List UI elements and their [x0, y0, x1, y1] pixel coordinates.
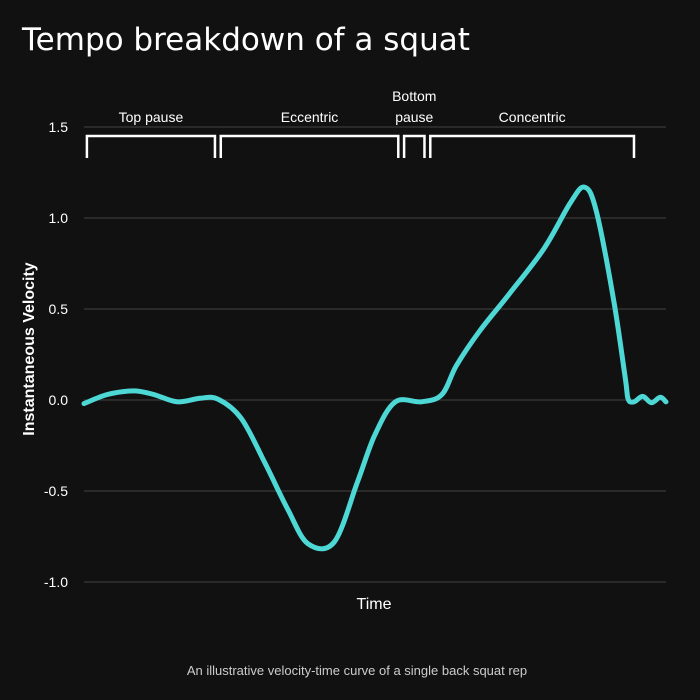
x-axis-label: Time: [357, 596, 392, 613]
y-tick-labels: -1.0 -0.5 0.0 0.5 1.0 1.5: [44, 119, 68, 590]
y-tick-label: -0.5: [44, 483, 68, 499]
phase-bracket: [429, 134, 636, 158]
y-tick-label: 1.0: [49, 210, 69, 226]
chart-title: Tempo breakdown of a squat: [21, 22, 470, 58]
phase-label: pause: [395, 109, 433, 125]
phase-label: Concentric: [499, 109, 566, 125]
phase-brackets: Top pause Eccentric Bottom pause Concentric: [85, 88, 636, 158]
phase-label: Eccentric: [281, 109, 339, 125]
y-tick-label: -1.0: [44, 574, 68, 590]
y-tick-label: 0.5: [49, 301, 69, 317]
series: [81, 184, 669, 552]
y-tick-label: 1.5: [49, 119, 69, 135]
velocity-line: [81, 184, 669, 552]
phase-label: Top pause: [119, 109, 184, 125]
gridlines: [84, 126, 666, 583]
phase-bracket: [402, 134, 426, 158]
chart-caption: An illustrative velocity-time curve of a…: [187, 663, 527, 678]
y-tick-label: 0.0: [49, 392, 69, 408]
phase-label: Bottom: [392, 88, 436, 104]
phase-bracket: [219, 134, 400, 158]
y-axis-label: Instantaneous Velocity: [21, 262, 38, 435]
phase-bracket: [85, 134, 217, 158]
